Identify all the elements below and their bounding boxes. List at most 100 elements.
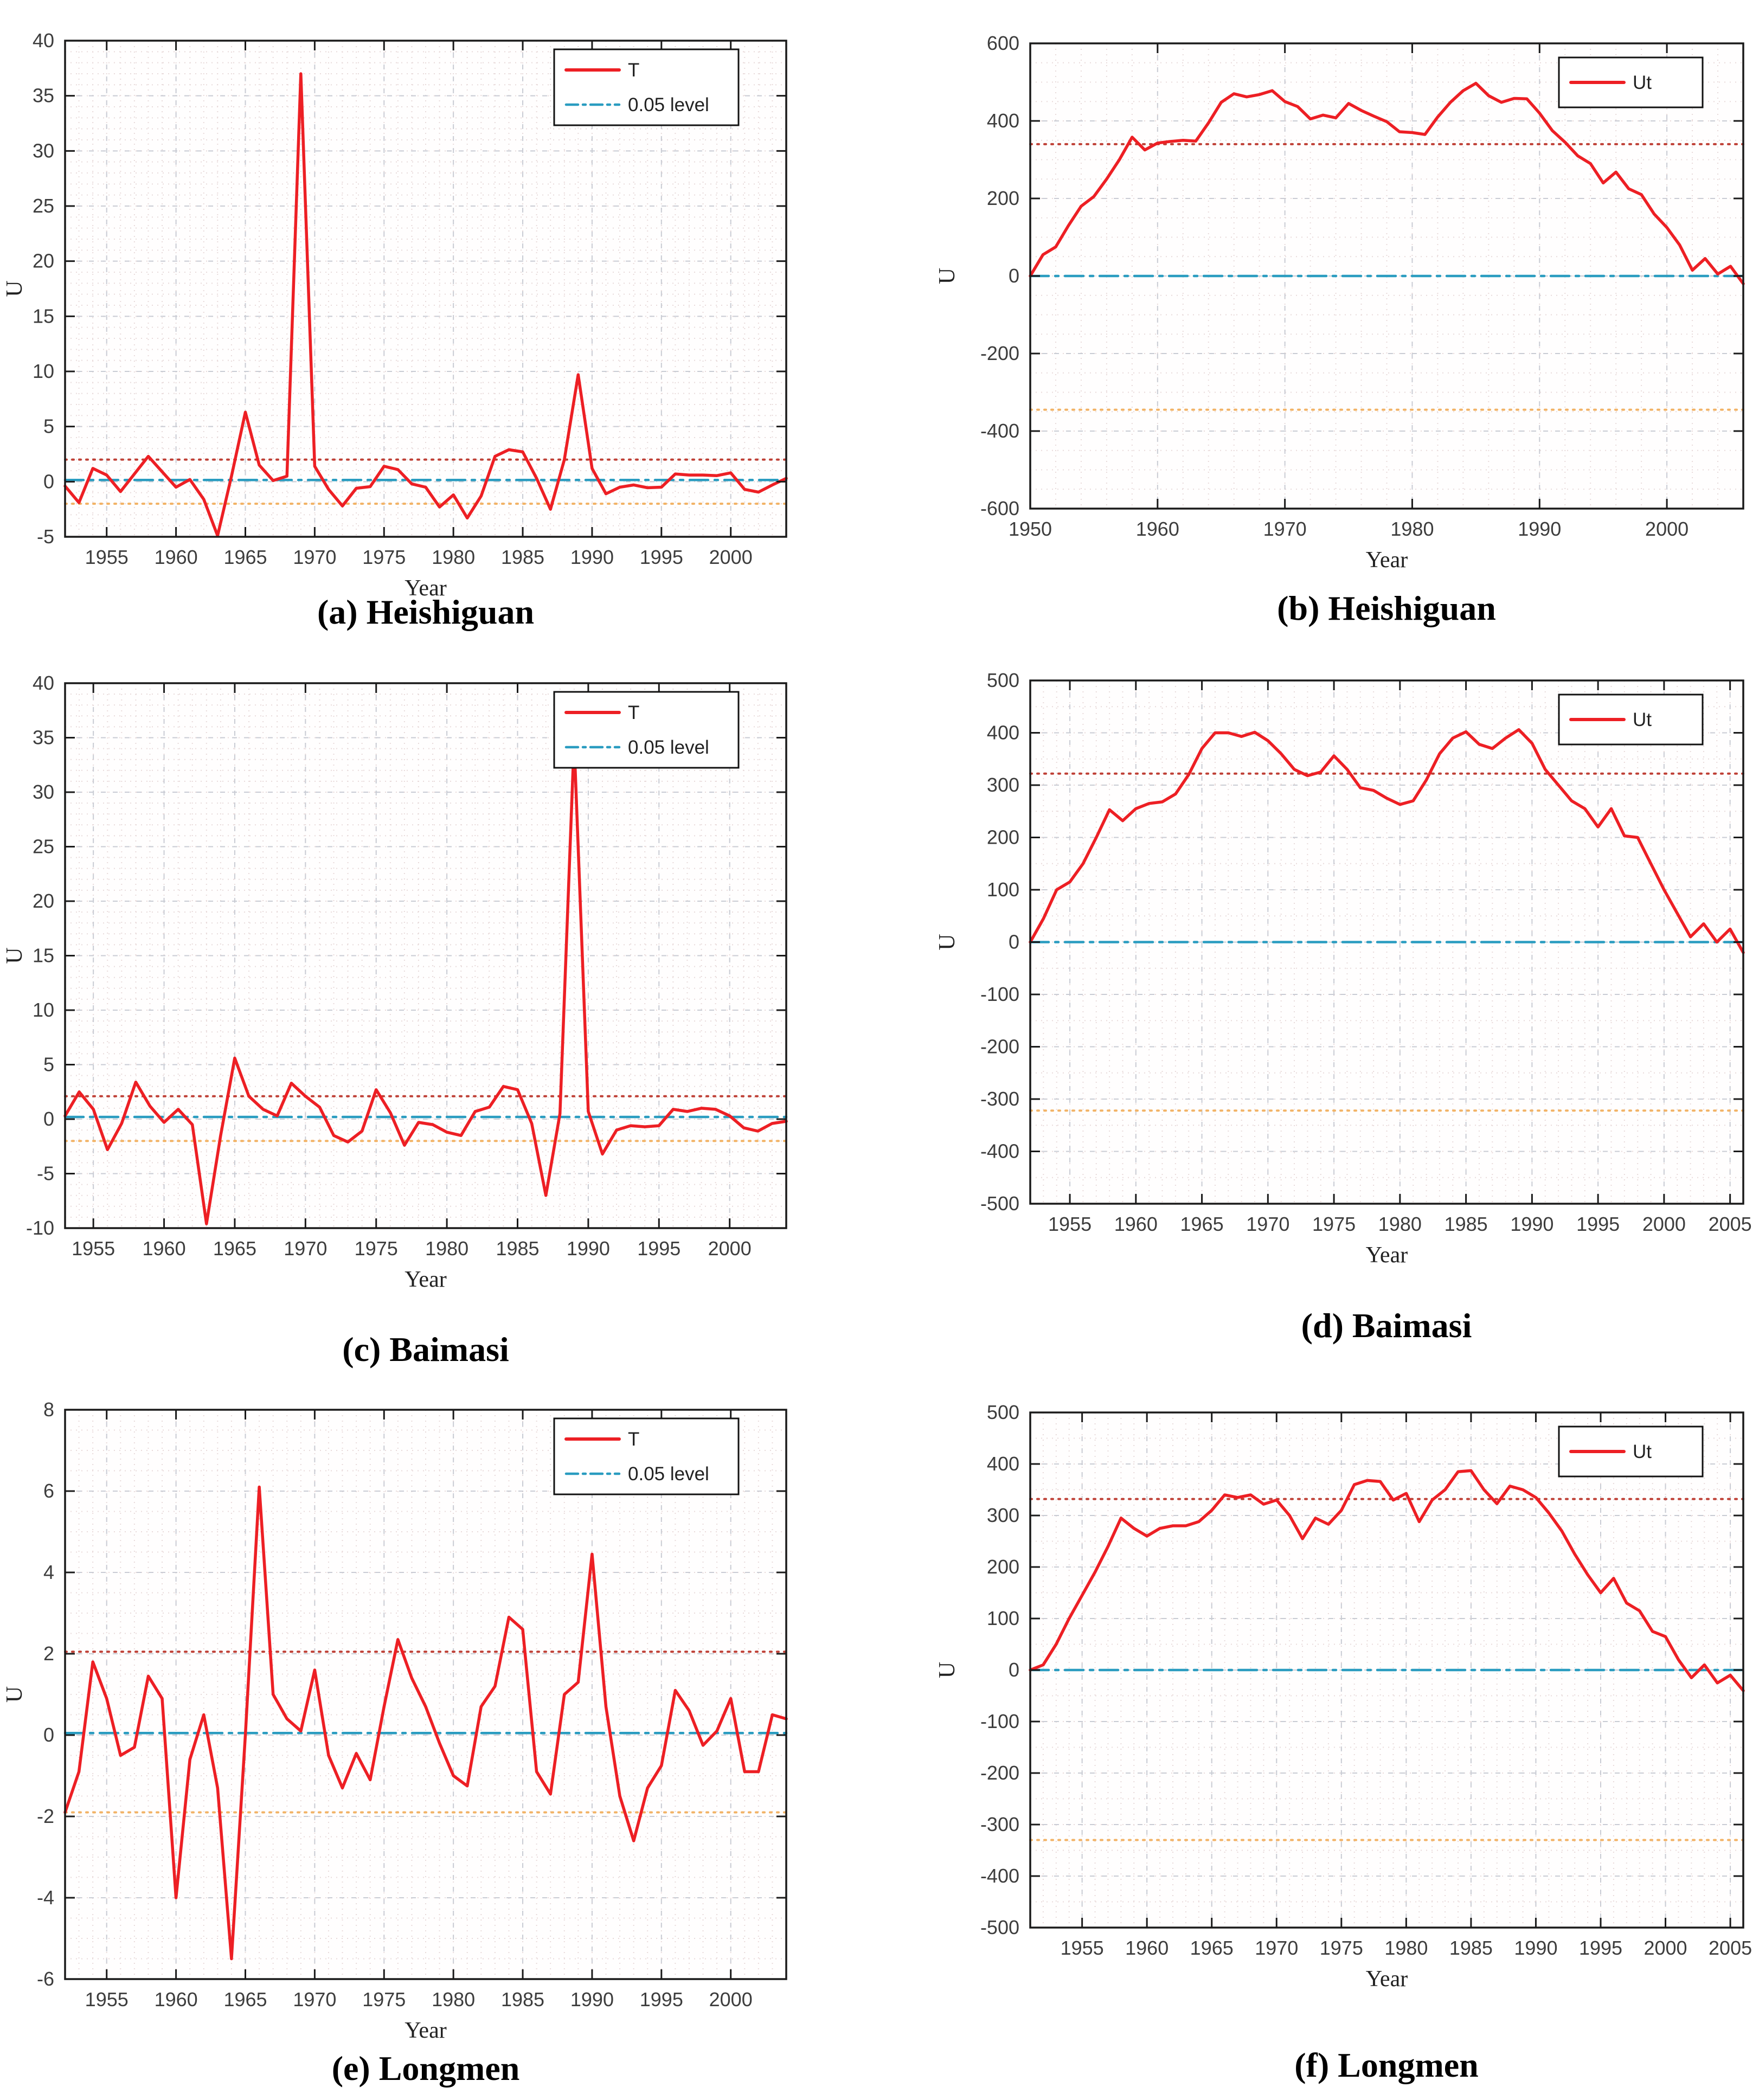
x-tick-label: 1960 bbox=[1125, 1937, 1169, 1959]
y-tick-label: -200 bbox=[980, 1762, 1019, 1784]
x-tick-label: 1970 bbox=[293, 546, 336, 568]
y-tick-label: 8 bbox=[43, 1398, 54, 1421]
legend-label-t: T bbox=[628, 1429, 639, 1450]
y-axis-label: U bbox=[2, 947, 27, 964]
x-tick-label: 2005 bbox=[1709, 1937, 1752, 1959]
y-tick-label: -100 bbox=[980, 983, 1019, 1005]
y-tick-label: 40 bbox=[33, 672, 54, 694]
x-tick-label: 1965 bbox=[213, 1237, 256, 1260]
tick-marks bbox=[65, 1409, 786, 1980]
y-tick-label: -300 bbox=[980, 1088, 1019, 1110]
x-tick-label: 1980 bbox=[1384, 1937, 1428, 1959]
x-tick-label: 1980 bbox=[1390, 518, 1434, 540]
x-tick-label: 1995 bbox=[1579, 1937, 1622, 1959]
y-tick-label: 0 bbox=[43, 470, 54, 492]
y-tick-label: 5 bbox=[43, 415, 54, 438]
legend-label-t: T bbox=[628, 60, 639, 81]
x-tick-label: 1990 bbox=[1518, 518, 1561, 540]
y-axis-label: U bbox=[2, 1686, 27, 1703]
y-tick-label: 100 bbox=[987, 1607, 1019, 1629]
y-tick-label: 0 bbox=[43, 1108, 54, 1130]
y-tick-label: 4 bbox=[43, 1561, 54, 1583]
x-tick-label: 1975 bbox=[1320, 1937, 1363, 1959]
x-tick-label: 1980 bbox=[432, 546, 475, 568]
x-tick-label: 1970 bbox=[1246, 1213, 1289, 1235]
x-tick-label: 1960 bbox=[1114, 1213, 1158, 1235]
x-tick-label: 1975 bbox=[362, 546, 406, 568]
x-tick-label: 1990 bbox=[1514, 1937, 1557, 1959]
y-tick-label: 400 bbox=[987, 722, 1019, 744]
y-tick-label: -6 bbox=[37, 1968, 54, 1990]
y-tick-label: 25 bbox=[33, 836, 54, 858]
y-tick-label: 400 bbox=[987, 110, 1019, 132]
series-line-Ut-b bbox=[1029, 81, 1745, 286]
y-tick-label: 0 bbox=[1009, 931, 1019, 953]
legend-box bbox=[553, 48, 740, 126]
legend-label-t: T bbox=[628, 702, 639, 723]
x-tick-label: 1990 bbox=[570, 546, 614, 568]
y-tick-label: -600 bbox=[980, 497, 1019, 519]
x-tick-label: 2000 bbox=[1644, 1937, 1687, 1959]
y-axis-label: U bbox=[935, 268, 960, 284]
y-tick-label: 25 bbox=[33, 195, 54, 217]
x-tick-label: 2000 bbox=[709, 1988, 753, 2011]
legend-label-ut: Ut bbox=[1633, 709, 1652, 730]
y-tick-labels: 8 6 4 2 0 -2 -4 -6 bbox=[37, 1398, 54, 1990]
x-tick-label: 1960 bbox=[143, 1237, 186, 1260]
y-tick-label: 500 bbox=[987, 669, 1019, 691]
y-tick-label: -4 bbox=[37, 1886, 54, 1909]
series-line-T-e bbox=[63, 1485, 788, 1961]
y-tick-label: -500 bbox=[980, 1192, 1019, 1215]
panel-b-plot: 1950 1960 1970 1980 1990 20006004002000-200-4… bbox=[935, 32, 1745, 573]
minor-grid bbox=[1030, 1412, 1744, 1928]
y-tick-labels: 40 35 30 25 20 15 10 5 0 -5 -10 bbox=[26, 672, 54, 1239]
legend: T 0.05 level bbox=[553, 48, 740, 126]
x-tick-label: 1975 bbox=[355, 1237, 398, 1260]
x-tick-label: 1955 bbox=[72, 1237, 115, 1260]
series-line-Ut-d bbox=[1029, 728, 1745, 954]
panel-a-plot: 1955 1960 1965 1970 1975 1980 1985 1990 1995 2000… bbox=[2, 29, 788, 601]
y-tick-label: 30 bbox=[33, 781, 54, 803]
axis-box bbox=[64, 1409, 787, 1980]
x-tick-label: 1985 bbox=[501, 546, 544, 568]
y-tick-label: -5 bbox=[37, 1163, 54, 1185]
legend: T 0.05 level bbox=[553, 1417, 740, 1495]
y-tick-label: -400 bbox=[980, 1140, 1019, 1163]
y-tick-label: -500 bbox=[980, 1916, 1019, 1938]
x-tick-label: 1955 bbox=[1048, 1213, 1092, 1235]
x-tick-label: 1965 bbox=[223, 1988, 267, 2011]
y-tick-label: 15 bbox=[33, 305, 54, 327]
y-tick-label: 300 bbox=[987, 774, 1019, 796]
x-tick-label: 2000 bbox=[708, 1237, 752, 1260]
caption-panel-d: (d) Baimasi bbox=[1301, 1306, 1472, 1345]
series-line-T-c bbox=[63, 739, 788, 1225]
tick-marks bbox=[1029, 42, 1743, 510]
x-tick-label: 1955 bbox=[85, 546, 129, 568]
x-tick-label: 1995 bbox=[1576, 1213, 1620, 1235]
y-tick-label: 35 bbox=[33, 727, 54, 749]
legend-label-ut: Ut bbox=[1633, 72, 1652, 93]
y-tick-label: -200 bbox=[980, 342, 1019, 364]
x-tick-label: 1990 bbox=[570, 1988, 614, 2011]
y-tick-label: 10 bbox=[33, 360, 54, 382]
x-axis-label: Year bbox=[1366, 548, 1408, 573]
x-tick-label: 1950 bbox=[1009, 518, 1052, 540]
x-tick-label: 2005 bbox=[1709, 1213, 1752, 1235]
y-tick-label: -400 bbox=[980, 1865, 1019, 1887]
x-tick-label: 1980 bbox=[1378, 1213, 1422, 1235]
y-tick-label: 0 bbox=[43, 1724, 54, 1746]
x-tick-labels: 1955 1960 1965 1970 1975 1980 1985 1990 1995 2000… bbox=[1048, 1213, 1752, 1235]
y-tick-label: 100 bbox=[987, 878, 1019, 901]
y-tick-label: 30 bbox=[33, 139, 54, 162]
tick-marks bbox=[1030, 1411, 1743, 1929]
legend: T 0.05 level bbox=[553, 691, 740, 769]
x-tick-label: 1975 bbox=[1312, 1213, 1356, 1235]
x-tick-label: 1995 bbox=[640, 1988, 683, 2011]
legend: Ut bbox=[1558, 56, 1704, 108]
y-tick-label: 500 bbox=[987, 1401, 1019, 1423]
x-axis-label: Year bbox=[405, 2018, 446, 2043]
legend: Ut bbox=[1558, 1425, 1704, 1478]
x-tick-label: 1955 bbox=[1061, 1937, 1104, 1959]
x-tick-label: 1965 bbox=[1190, 1937, 1234, 1959]
x-tick-labels: 1955 1960 1965 1970 1975 1980 1985 1990 1995 2000 bbox=[72, 1237, 752, 1260]
